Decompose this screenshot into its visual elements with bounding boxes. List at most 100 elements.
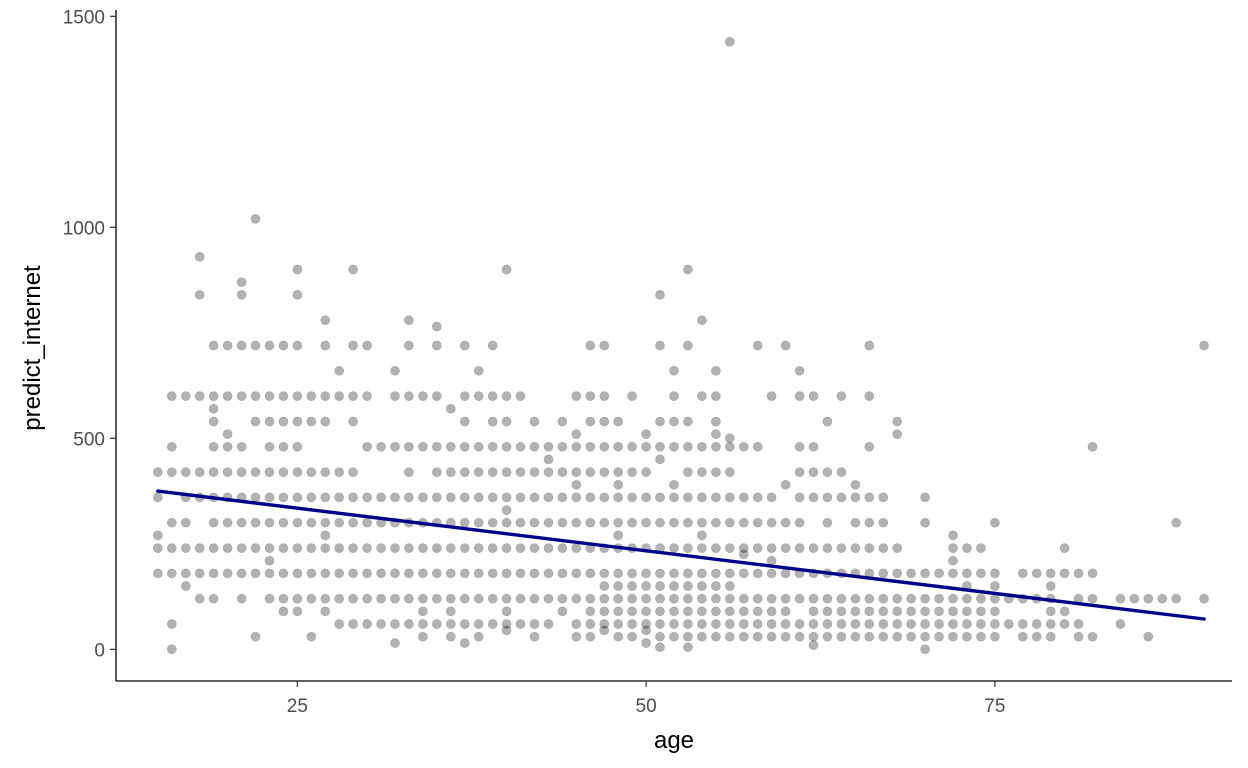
data-point-215 bbox=[459, 391, 470, 401]
data-point-40 bbox=[222, 391, 233, 401]
data-point-638 bbox=[1045, 606, 1056, 617]
data-point-244 bbox=[487, 543, 498, 553]
data-point-349 bbox=[613, 606, 624, 617]
data-point-386 bbox=[655, 581, 665, 591]
data-point-106 bbox=[306, 467, 317, 477]
data-point-479 bbox=[752, 593, 763, 604]
data-point-393 bbox=[669, 391, 679, 401]
data-point-206 bbox=[445, 492, 456, 503]
data-point-481 bbox=[752, 619, 763, 629]
data-point-623 bbox=[990, 619, 1000, 629]
data-point-143 bbox=[348, 593, 358, 604]
data-point-155 bbox=[376, 492, 386, 503]
data-point-355 bbox=[627, 492, 637, 503]
data-point-210 bbox=[445, 593, 456, 604]
data-point-600 bbox=[948, 568, 958, 579]
data-point-374 bbox=[641, 619, 651, 629]
data-point-645 bbox=[1073, 568, 1084, 579]
data-point-315 bbox=[585, 467, 596, 477]
data-point-173 bbox=[403, 391, 414, 401]
data-point-447 bbox=[711, 606, 721, 617]
data-point-366 bbox=[641, 467, 651, 477]
data-point-26 bbox=[194, 568, 205, 579]
data-point-174 bbox=[403, 441, 414, 452]
data-point-516 bbox=[808, 492, 819, 503]
data-point-505 bbox=[794, 467, 805, 477]
data-point-402 bbox=[669, 593, 679, 604]
x-tick-label-50: 50 bbox=[636, 696, 657, 717]
data-point-123 bbox=[320, 593, 331, 604]
data-point-16 bbox=[180, 517, 191, 528]
data-point-305 bbox=[571, 517, 582, 528]
data-point-142 bbox=[348, 568, 358, 579]
data-point-379 bbox=[655, 416, 665, 427]
data-point-587 bbox=[920, 593, 930, 604]
data-point-114 bbox=[320, 340, 331, 351]
data-point-541 bbox=[836, 619, 847, 629]
data-point-431 bbox=[697, 593, 707, 604]
data-point-373 bbox=[641, 606, 651, 617]
data-point-392 bbox=[669, 365, 679, 376]
data-point-271 bbox=[529, 416, 540, 427]
data-point-109 bbox=[306, 543, 317, 553]
data-point-540 bbox=[836, 606, 847, 617]
data-point-388 bbox=[655, 606, 665, 617]
data-point-337 bbox=[599, 625, 610, 636]
data-point-6 bbox=[166, 441, 177, 452]
data-point-99 bbox=[292, 517, 303, 528]
data-point-346 bbox=[613, 568, 624, 579]
data-point-428 bbox=[697, 543, 707, 553]
data-point-30 bbox=[208, 403, 219, 414]
data-point-598 bbox=[948, 543, 958, 553]
data-point-104 bbox=[306, 391, 317, 401]
data-point-635 bbox=[1045, 568, 1056, 579]
data-point-508 bbox=[794, 543, 805, 553]
data-point-426 bbox=[697, 517, 707, 528]
data-point-413 bbox=[683, 543, 693, 553]
data-point-203 bbox=[445, 403, 456, 414]
data-point-162 bbox=[390, 391, 400, 401]
data-point-9 bbox=[166, 543, 177, 553]
data-point-401 bbox=[669, 581, 679, 591]
data-point-3 bbox=[152, 543, 163, 553]
data-point-119 bbox=[320, 517, 331, 528]
data-point-83 bbox=[278, 441, 289, 452]
data-point-631 bbox=[1031, 568, 1042, 579]
data-point-266 bbox=[515, 517, 526, 528]
data-point-576 bbox=[892, 606, 903, 617]
data-point-51 bbox=[236, 391, 247, 401]
y-tick-label-1500: 1500 bbox=[63, 7, 105, 28]
data-point-573 bbox=[892, 543, 903, 553]
data-point-300 bbox=[571, 429, 582, 439]
data-point-265 bbox=[515, 492, 526, 503]
data-point-279 bbox=[529, 619, 540, 629]
data-point-421 bbox=[697, 315, 707, 326]
data-point-220 bbox=[459, 517, 470, 528]
data-point-330 bbox=[599, 517, 610, 528]
data-point-597 bbox=[948, 530, 958, 541]
data-point-297 bbox=[557, 593, 568, 604]
data-point-579 bbox=[906, 568, 916, 579]
data-point-408 bbox=[683, 416, 693, 427]
data-point-1 bbox=[152, 492, 163, 503]
data-point-566 bbox=[878, 568, 889, 579]
data-point-288 bbox=[543, 593, 554, 604]
data-point-65 bbox=[250, 517, 261, 528]
data-point-108 bbox=[306, 517, 317, 528]
data-point-465 bbox=[738, 517, 749, 528]
data-point-482 bbox=[752, 631, 763, 642]
data-point-303 bbox=[571, 479, 582, 490]
data-point-448 bbox=[711, 619, 721, 629]
data-point-647 bbox=[1073, 619, 1084, 629]
data-point-466 bbox=[738, 543, 749, 553]
data-point-560 bbox=[864, 606, 875, 617]
data-point-659 bbox=[1171, 517, 1182, 528]
data-point-101 bbox=[292, 568, 303, 579]
data-point-551 bbox=[850, 631, 861, 642]
data-point-471 bbox=[738, 619, 749, 629]
data-point-0 bbox=[152, 467, 163, 477]
data-point-96 bbox=[292, 441, 303, 452]
data-point-276 bbox=[529, 543, 540, 553]
data-point-462 bbox=[724, 631, 735, 642]
data-point-197 bbox=[431, 492, 442, 503]
